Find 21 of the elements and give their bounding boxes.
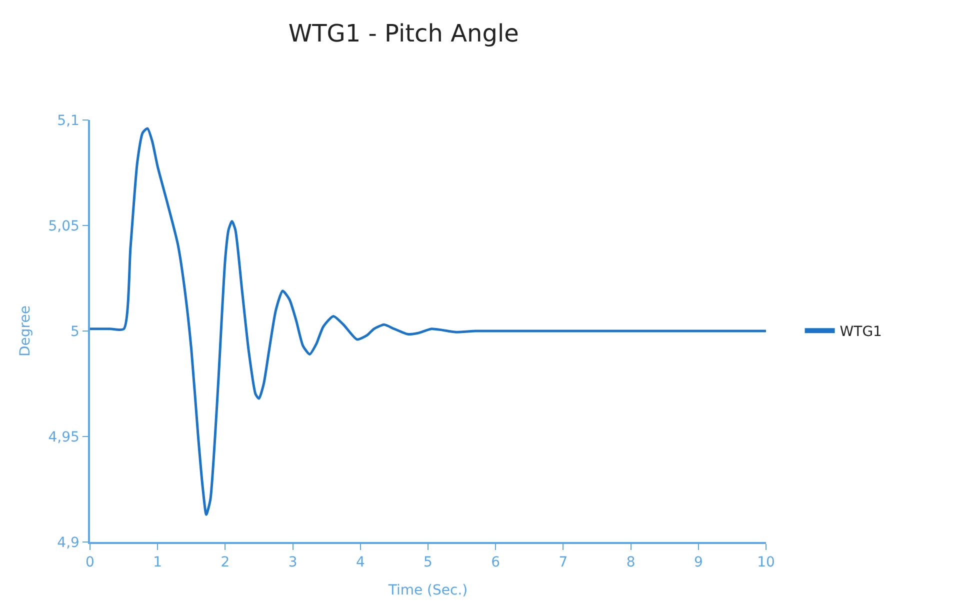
x-axis-title: Time (Sec.) xyxy=(387,582,468,598)
x-tick-label: 7 xyxy=(558,554,568,571)
x-tick-label: 2 xyxy=(220,554,230,571)
x-tick-label: 1 xyxy=(153,554,162,571)
x-tick-label: 0 xyxy=(86,554,94,571)
y-tick-label: 5,1 xyxy=(57,112,80,129)
x-tick-label: 10 xyxy=(757,554,775,571)
x-tick-label: 8 xyxy=(626,554,636,571)
x-tick-label: 3 xyxy=(288,554,298,571)
x-tick-label: 9 xyxy=(694,554,703,571)
x-tick-label: 6 xyxy=(491,554,500,571)
y-tick-label: 4,9 xyxy=(57,534,80,551)
y-axis-title: Degree xyxy=(17,306,34,356)
y-tick-label: 5,05 xyxy=(48,218,80,234)
legend-label: WTG1 xyxy=(840,324,882,340)
chart-title: WTG1 - Pitch Angle xyxy=(288,19,519,48)
y-tick-label: 4,95 xyxy=(48,429,80,446)
y-tick-label: 5 xyxy=(70,324,80,340)
line-series xyxy=(90,127,766,516)
x-tick-label: 4 xyxy=(356,554,365,571)
x-tick-label: 5 xyxy=(424,554,432,571)
